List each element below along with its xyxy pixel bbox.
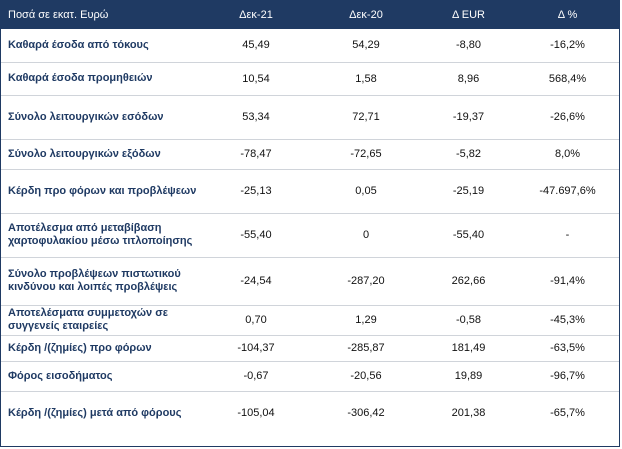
- cell-delta-pct: -16,2%: [550, 39, 585, 52]
- row-label: Κέρδη /(ζημίες) προ φόρων: [8, 341, 152, 354]
- cell-delta-pct: 8,0%: [554, 148, 581, 160]
- cell-delta-eur: 181,49: [451, 342, 486, 354]
- cell-delta-eur: 201,38: [451, 407, 486, 420]
- header-row: Ποσά σε εκατ. Ευρώ Δεκ-21 Δεκ-20 Δ EUR Δ…: [1, 1, 619, 29]
- cell-delta-eur: -0,58: [455, 314, 482, 326]
- table-row: Κέρδη /(ζημίες) προ φόρων -104,37 -285,8…: [1, 335, 619, 361]
- table-row: Σύνολο προβλέψεων πιστωτικού κινδύνου κα…: [1, 257, 619, 305]
- cell-delta-pct: -47.697,6%: [539, 185, 596, 197]
- row-label: Φόρος εισοδήματος: [8, 369, 113, 382]
- cell-dec21: -105,04: [237, 407, 275, 420]
- table-row: Σύνολο λειτουργικών εσόδων 53,34 72,71 -…: [1, 95, 619, 139]
- cell-delta-eur: -19,37: [452, 111, 485, 123]
- cell-dec20: 72,71: [352, 111, 380, 123]
- row-label: Αποτελέσματα συμμετοχών σε συγγενείς ετα…: [8, 307, 168, 332]
- header-delta-pct-column: Δ %: [557, 9, 578, 21]
- header-delta-eur-column: Δ EUR: [451, 9, 486, 21]
- row-label: Καθαρά έσοδα προμηθειών: [8, 72, 153, 84]
- cell-dec20: -20,56: [350, 370, 382, 382]
- row-label: Καθαρά έσοδα από τόκους: [8, 38, 149, 51]
- cell-dec21: 45,49: [242, 39, 270, 52]
- cell-dec21: -55,40: [240, 229, 272, 241]
- cell-dec20: -72,65: [350, 148, 382, 160]
- cell-delta-pct: -96,7%: [550, 370, 585, 382]
- cell-dec21: 53,34: [242, 111, 270, 123]
- table-row: Αποτελέσματα συμμετοχών σε συγγενείς ετα…: [1, 305, 619, 335]
- table-body: Καθαρά έσοδα από τόκους 45,49 54,29 -8,8…: [1, 29, 619, 435]
- cell-dec21: -0,67: [243, 370, 269, 382]
- cell-dec20: -306,42: [347, 407, 385, 420]
- table-row: Φόρος εισοδήματος -0,67 -20,56 19,89 -96…: [1, 361, 619, 391]
- row-label: Σύνολο λειτουργικών εξόδων: [8, 147, 161, 160]
- cell-delta-pct: -63,5%: [550, 342, 585, 354]
- cell-delta-pct: 568,4%: [548, 72, 587, 85]
- cell-dec20: 0: [362, 229, 370, 241]
- row-label: Αποτέλεσμα από μεταβίβαση χαρτοφυλακίου …: [8, 222, 193, 247]
- cell-delta-eur: -55,40: [452, 229, 485, 241]
- cell-delta-pct: -65,7%: [550, 407, 585, 420]
- cell-dec21: -25,13: [240, 185, 272, 197]
- cell-dec21: 0,70: [245, 314, 267, 326]
- cell-dec21: 10,54: [242, 72, 270, 85]
- cell-delta-pct: -91,4%: [550, 275, 585, 287]
- table-row: Σύνολο λειτουργικών εξόδων -78,47 -72,65…: [1, 139, 619, 169]
- cell-delta-eur: 8,96: [457, 72, 480, 85]
- cell-delta-eur: 19,89: [454, 370, 483, 382]
- table-row: Αποτέλεσμα από μεταβίβαση χαρτοφυλακίου …: [1, 213, 619, 257]
- cell-dec20: 1,29: [355, 314, 377, 326]
- cell-delta-eur: 262,66: [451, 275, 486, 287]
- table-row: Καθαρά έσοδα προμηθειών 10,54 1,58 8,96 …: [1, 62, 619, 95]
- cell-dec20: 0,05: [355, 185, 377, 197]
- row-label: Σύνολο προβλέψεων πιστωτικού κινδύνου κα…: [8, 268, 181, 293]
- cell-dec21: -104,37: [237, 342, 275, 354]
- financial-results-table: Ποσά σε εκατ. Ευρώ Δεκ-21 Δεκ-20 Δ EUR Δ…: [1, 1, 619, 435]
- cell-dec20: -287,20: [347, 275, 385, 287]
- cell-dec20: 1,58: [355, 72, 377, 85]
- cell-delta-eur: -25,19: [452, 185, 485, 197]
- cell-delta-pct: -45,3%: [550, 314, 585, 326]
- header-label-column: Ποσά σε εκατ. Ευρώ: [8, 9, 109, 21]
- cell-dec21: -24,54: [240, 275, 272, 287]
- table-row: Καθαρά έσοδα από τόκους 45,49 54,29 -8,8…: [1, 29, 619, 62]
- table-row: Κέρδη προ φόρων και προβλέψεων -25,13 0,…: [1, 169, 619, 213]
- cell-delta-eur: -5,82: [455, 148, 482, 160]
- cell-delta-pct: -26,6%: [550, 111, 585, 123]
- cell-dec21: -78,47: [240, 148, 272, 160]
- table-header: Ποσά σε εκατ. Ευρώ Δεκ-21 Δεκ-20 Δ EUR Δ…: [1, 1, 619, 29]
- row-label: Κέρδη /(ζημίες) μετά από φόρους: [8, 406, 182, 419]
- cell-dec20: -285,87: [347, 342, 385, 354]
- cell-dec20: 54,29: [352, 39, 380, 52]
- header-dec21-column: Δεκ-21: [239, 9, 273, 21]
- header-dec20-column: Δεκ-20: [349, 9, 383, 21]
- cell-delta-pct: -: [565, 229, 570, 241]
- cell-delta-eur: -8,80: [455, 39, 482, 52]
- table-row: Κέρδη /(ζημίες) μετά από φόρους -105,04 …: [1, 391, 619, 435]
- row-label: Κέρδη προ φόρων και προβλέψεων: [8, 184, 197, 197]
- row-label: Σύνολο λειτουργικών εσόδων: [8, 110, 164, 123]
